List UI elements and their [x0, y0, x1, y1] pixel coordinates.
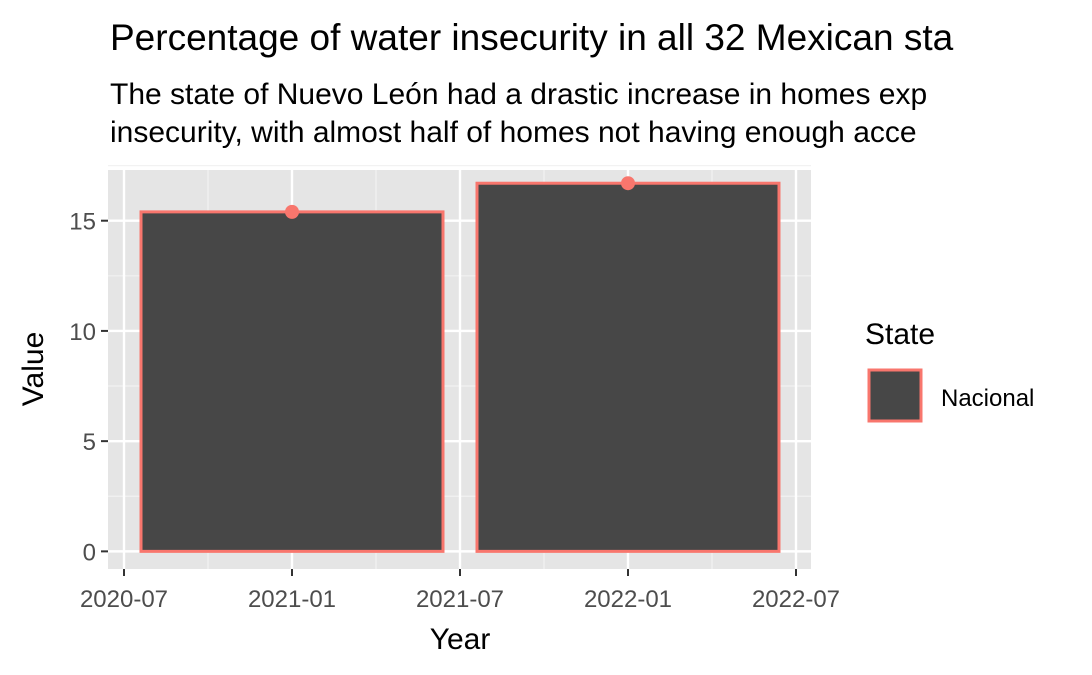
x-tick-label-0: 2020-07: [80, 586, 168, 613]
y-tick-label-3: 15: [69, 209, 96, 236]
legend-key-nacional: [867, 368, 923, 423]
y-tick-label-0: 0: [83, 539, 96, 566]
chart-title: Percentage of water insecurity in all 32…: [110, 17, 954, 58]
legend-title: State: [865, 318, 935, 351]
bar-2021-01: [139, 210, 445, 553]
x-axis-title: Year: [430, 623, 491, 656]
x-tick-label-4: 2022-07: [752, 586, 840, 613]
x-tick-label-1: 2021-01: [248, 586, 336, 613]
chart-subtitle-line-1: The state of Nuevo León had a drastic in…: [110, 78, 927, 111]
point-2022-01: [621, 176, 635, 191]
bars: [139, 176, 781, 553]
x-tick-label-3: 2022-01: [584, 586, 672, 613]
legend: State Nacional: [865, 318, 1034, 423]
axes: 0 5 10 15 2020-07 2021-01 2021-07 2022-01 2022-0…: [69, 209, 840, 613]
legend-label-nacional: Nacional: [941, 385, 1034, 412]
y-tick-label-2: 10: [69, 319, 96, 346]
chart-subtitle-line-2: insecurity, with almost half of homes no…: [110, 116, 917, 149]
bar-2022-01: [475, 181, 781, 553]
y-tick-label-1: 5: [83, 429, 96, 456]
y-axis-title: Value: [17, 332, 50, 407]
x-tick-label-2: 2021-07: [416, 586, 504, 613]
point-2021-01: [285, 204, 299, 219]
